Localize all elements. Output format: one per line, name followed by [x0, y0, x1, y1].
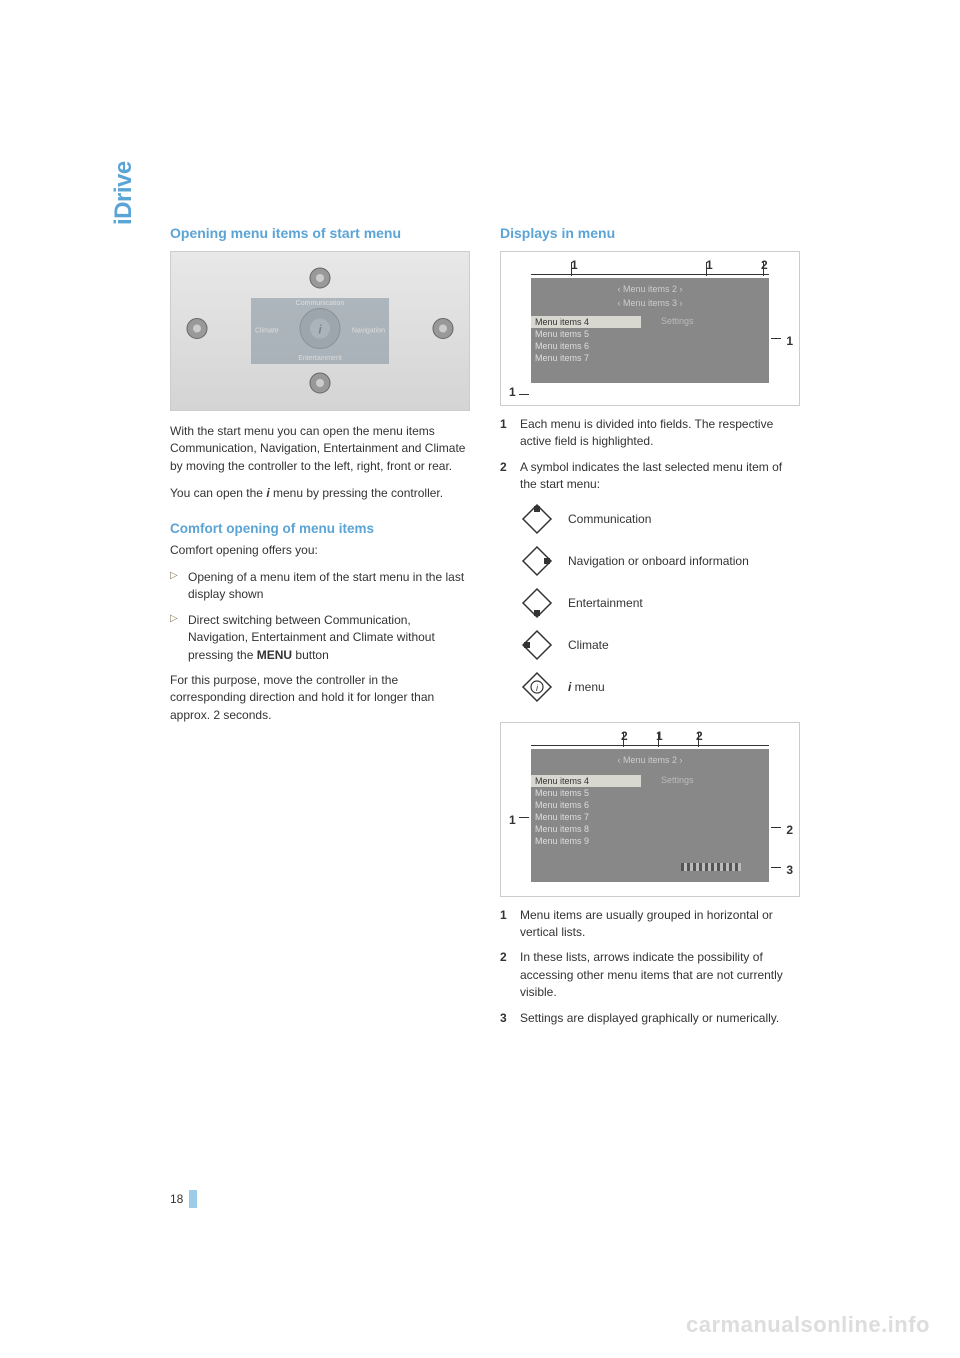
page-content: Opening menu items of start menu i — [170, 225, 820, 1035]
right-column: Displays in menu 1 1 2 1 1 ‹ Menu items … — [500, 225, 800, 1035]
display-list-2: 1Menu items are usually grouped in horiz… — [500, 907, 800, 1027]
f3-item-8: Menu items 8 — [531, 823, 641, 835]
item-2: 2A symbol indicates the last selected me… — [500, 459, 800, 494]
bullet-2: Direct switching between Communication, … — [170, 612, 470, 664]
item-1: 1Each menu is divided into fields. The r… — [500, 416, 800, 451]
menu-item-7: Menu items 7 — [531, 352, 641, 364]
bullet-1: Opening of a menu item of the start menu… — [170, 569, 470, 604]
menu-items-list: Menu items 4 Menu items 5 Menu items 6 M… — [531, 316, 641, 364]
sym-ent-label: Entertainment — [568, 596, 643, 610]
comfort-bullets: Opening of a menu item of the start menu… — [170, 569, 470, 664]
figure-start-menu: i Communication Climate Navigation Enter… — [170, 251, 470, 411]
sym-climate-label: Climate — [568, 638, 609, 652]
para-i-a: You can open the — [170, 486, 266, 500]
menu-cross-bg: Communication Climate Navigation Enterta… — [251, 298, 389, 364]
f3-item-5: Menu items 5 — [531, 787, 641, 799]
f3-callout-2a: 2 — [621, 729, 628, 743]
sym-nav-label: Navigation or onboard information — [568, 554, 749, 568]
l2-item-2-text: In these lists, arrows indicate the poss… — [520, 950, 783, 999]
f3-callout-1: 1 — [656, 729, 663, 743]
menu-item-4: Menu items 4 — [531, 316, 641, 328]
heading-opening-menu: Opening menu items of start menu — [170, 225, 470, 241]
item-1-text: Each menu is divided into fields. The re… — [520, 417, 773, 448]
sym-navigation: Navigation or onboard information — [500, 544, 800, 578]
callout-1-right: 1 — [786, 334, 793, 348]
diamond-climate-icon — [520, 628, 554, 662]
left-column: Opening menu items of start menu i — [170, 225, 470, 1035]
f3-callout-2-right: 2 — [786, 823, 793, 837]
page-number: 18 — [170, 1190, 197, 1208]
sym-communication: Communication — [500, 502, 800, 536]
page-number-text: 18 — [170, 1192, 183, 1206]
sym-entertainment: Entertainment — [500, 586, 800, 620]
display-list-1: 1Each menu is divided into fields. The r… — [500, 416, 800, 494]
l2-item-3: 3Settings are displayed graphically or n… — [500, 1010, 800, 1027]
menu-item-6: Menu items 6 — [531, 340, 641, 352]
f3-item-9: Menu items 9 — [531, 835, 641, 847]
f3-item-4: Menu items 4 — [531, 775, 641, 787]
f3-callout-1-left: 1 — [509, 813, 516, 827]
watermark: carmanualsonline.info — [686, 1312, 930, 1338]
para-comfort-intro: Comfort opening offers you: — [170, 542, 470, 559]
diamond-comm-icon — [520, 502, 554, 536]
para-i-b: menu by pressing the controller. — [270, 486, 443, 500]
callout-2: 2 — [761, 258, 768, 272]
crumb-2: ‹ Menu items 2 › — [617, 284, 682, 294]
page-number-bar — [189, 1190, 197, 1208]
label-climate: Climate — [255, 328, 279, 335]
f3-settings-label: Settings — [661, 775, 694, 785]
figure-display-1: 1 1 2 1 1 ‹ Menu items 2 › ‹ Menu items … — [500, 251, 800, 406]
crumb-3: ‹ Menu items 3 › — [617, 298, 682, 308]
sym-comm-label: Communication — [568, 512, 651, 526]
f3-crumb: ‹ Menu items 2 › — [617, 755, 682, 765]
callout-1-bottom: 1 — [509, 385, 516, 399]
diamond-ent-icon — [520, 586, 554, 620]
f3-callout-3-right: 3 — [786, 863, 793, 877]
heading-comfort: Comfort opening of menu items — [170, 521, 470, 536]
heading-displays: Displays in menu — [500, 225, 800, 241]
l2-item-3-text: Settings are displayed graphically or nu… — [520, 1011, 779, 1025]
menu-button-label: MENU — [257, 648, 292, 662]
para-i-menu: You can open the i menu by pressing the … — [170, 485, 470, 502]
f3-menu-items: Menu items 4 Menu items 5 Menu items 6 M… — [531, 775, 641, 847]
callout-1b: 1 — [706, 258, 713, 272]
menu-item-5: Menu items 5 — [531, 328, 641, 340]
section-label: iDrive — [110, 161, 138, 225]
diamond-i-icon: i — [520, 670, 554, 704]
l2-item-1: 1Menu items are usually grouped in horiz… — [500, 907, 800, 942]
label-entertainment: Entertainment — [251, 355, 389, 362]
figure-display-2: 2 1 2 1 2 3 ‹ Menu items 2 › Menu items … — [500, 722, 800, 897]
controller-left-icon — [183, 315, 211, 348]
sym-i-label: i menu — [568, 680, 605, 694]
label-communication: Communication — [251, 300, 389, 307]
para-start-menu: With the start menu you can open the men… — [170, 423, 470, 475]
svg-text:i: i — [536, 683, 539, 693]
f3-item-6: Menu items 6 — [531, 799, 641, 811]
sym-i-menu: i i menu — [500, 670, 800, 704]
controller-bottom-icon — [306, 369, 334, 402]
f3-item-7: Menu items 7 — [531, 811, 641, 823]
l2-item-1-text: Menu items are usually grouped in horizo… — [520, 908, 773, 939]
callout-1a: 1 — [571, 258, 578, 272]
sym-climate: Climate — [500, 628, 800, 662]
symbol-rows: Communication Navigation or onboard info… — [500, 502, 800, 704]
l2-item-2: 2In these lists, arrows indicate the pos… — [500, 949, 800, 1001]
item-2-text: A symbol indicates the last selected men… — [520, 460, 782, 491]
diamond-nav-icon — [520, 544, 554, 578]
bullet-2-suffix: button — [292, 648, 329, 662]
label-navigation: Navigation — [352, 328, 385, 335]
f3-slider — [681, 863, 741, 871]
controller-top-icon — [306, 264, 334, 297]
settings-label: Settings — [661, 316, 694, 326]
para-hold: For this purpose, move the controller in… — [170, 672, 470, 724]
controller-right-icon — [429, 315, 457, 348]
f3-callout-2b: 2 — [696, 729, 703, 743]
